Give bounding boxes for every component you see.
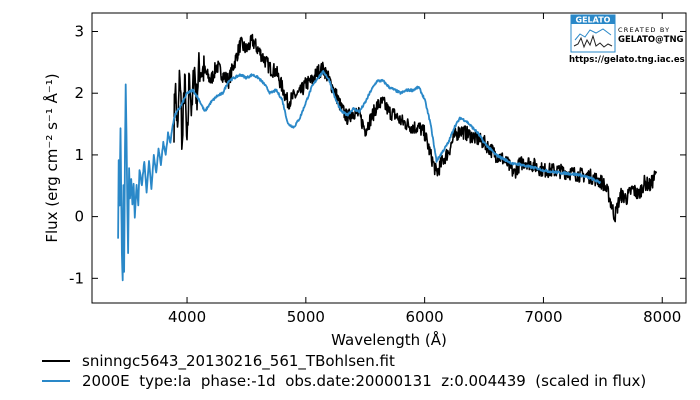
x-axis-label: Wavelength (Å) — [331, 330, 447, 349]
x-tick-label: 4000 — [168, 308, 206, 326]
y-tick-label: 2 — [74, 84, 84, 102]
logo-url: https://gelato.tng.iac.es — [569, 55, 685, 65]
y-tick-label: 0 — [74, 208, 84, 226]
logo-template-icon — [574, 28, 612, 41]
template-spectrum-line — [117, 70, 602, 282]
x-tick-label: 6000 — [406, 308, 444, 326]
legend-label-observed: sninngc5643_20130216_561_TBohlsen.fit — [82, 352, 395, 371]
series-layer — [117, 33, 658, 282]
logo-badge — [571, 15, 615, 24]
plot-frame — [91, 12, 687, 304]
logo-badge-text: GELATO — [576, 16, 611, 25]
x-tick-label: 8000 — [643, 308, 681, 326]
observed-spectrum-line — [173, 33, 658, 223]
ticks-layer: 4000 5000 6000 7000 8000 -1 0 1 2 3 — [69, 13, 686, 326]
y-axis-label: Flux (erg cm⁻² s⁻¹ Å⁻¹) — [42, 73, 61, 242]
y-tick-label: 3 — [74, 23, 84, 41]
y-tick-label: 1 — [74, 146, 84, 164]
x-tick-label: 7000 — [524, 308, 562, 326]
logo-spectrum-icon — [573, 34, 613, 49]
x-tick-label: 5000 — [287, 308, 325, 326]
gelato-logo: GELATO CREATED BY GELATO@TNG https://gel… — [569, 14, 685, 65]
logo-created-by: CREATED BY — [618, 26, 670, 34]
y-tick-label: -1 — [69, 269, 84, 287]
logo-org: GELATO@TNG — [618, 35, 684, 45]
legend-label-template: 2000E type:Ia phase:-1d obs.date:2000013… — [82, 372, 646, 390]
legend: sninngc5643_20130216_561_TBohlsen.fit 20… — [42, 352, 646, 390]
